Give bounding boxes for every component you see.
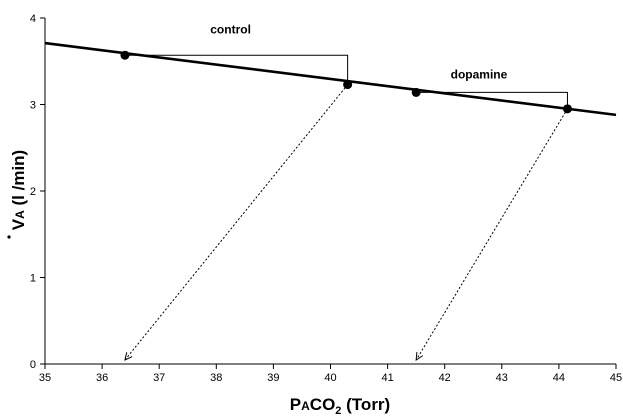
series-line <box>44 41 617 117</box>
annotation-label: control <box>210 23 251 37</box>
y-tick-label: 2 <box>30 186 36 198</box>
y-tick-label: 1 <box>30 273 36 285</box>
x-tick-label: 36 <box>96 372 108 384</box>
y-axis-title-small: A <box>13 210 27 219</box>
axis-ticks <box>40 17 617 369</box>
y-axis-title-unit: (l /min) <box>9 150 28 210</box>
data-point <box>411 87 421 97</box>
x-tick-label: 38 <box>210 372 222 384</box>
y-axis-title: VA (l /min) <box>9 150 28 230</box>
plot-lines <box>44 41 617 361</box>
x-tick-label: 37 <box>153 372 165 384</box>
y-axis-title-dot <box>7 235 11 239</box>
x-tick-label: 42 <box>439 372 451 384</box>
x-tick-label: 45 <box>610 372 622 384</box>
y-tick-label: 0 <box>30 359 36 371</box>
x-axis-title: PACO2 (Torr) <box>290 395 390 417</box>
data-point <box>562 104 572 114</box>
arrow-head <box>124 352 133 361</box>
x-axis-title-sub: 2 <box>335 405 341 417</box>
annotations: control dopamine <box>210 23 507 82</box>
y-axis-title-group: VA (l /min) <box>7 150 28 239</box>
step-bracket <box>416 91 568 109</box>
x-axis-title-small: A <box>301 399 310 413</box>
y-tick-label: 4 <box>30 13 36 25</box>
x-tick-label: 40 <box>324 372 336 384</box>
data-point <box>343 80 353 90</box>
dotted-arrow <box>124 84 349 361</box>
y-axis-title-main: V <box>9 218 28 230</box>
x-tick-label: 41 <box>381 372 393 384</box>
x-axis-title-unit: (Torr) <box>341 395 390 414</box>
data-point <box>120 50 130 60</box>
x-tick-label: 39 <box>267 372 279 384</box>
arrow-head <box>415 351 424 361</box>
annotation-label: dopamine <box>451 68 508 82</box>
dotted-arrow <box>415 108 568 361</box>
y-tick-label: 3 <box>30 100 36 112</box>
tick-labels: 35 36 37 38 39 40 41 42 43 44 45 0 1 2 3 4 <box>30 13 622 384</box>
x-tick-label: 35 <box>39 372 51 384</box>
x-tick-label: 43 <box>496 372 508 384</box>
x-axis-title-main: P <box>290 395 301 414</box>
step-bracket <box>124 54 349 85</box>
x-axis-title-main2: CO <box>310 395 336 414</box>
x-tick-label: 44 <box>553 372 565 384</box>
data-points <box>120 50 572 114</box>
